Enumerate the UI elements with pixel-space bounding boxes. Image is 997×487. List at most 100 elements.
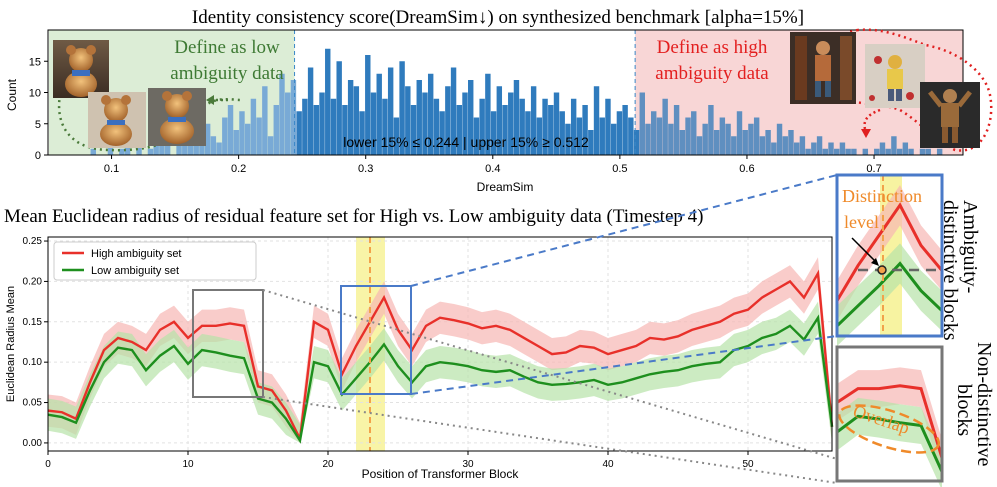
histogram-bar [519,98,525,155]
histogram-bar [839,142,846,155]
histogram-bar [382,98,388,155]
histogram-bar [468,80,474,155]
histogram-bar [508,92,514,155]
histogram-bar [731,136,737,155]
svg-text:blocks: blocks [953,384,975,436]
histogram-bar [793,142,800,155]
histogram-bar [874,148,880,155]
y-tick-label: 0.05 [23,398,43,409]
histogram-bar [616,111,623,155]
histogram-bar [450,67,457,155]
histogram-bar [610,123,617,155]
svg-text:ambiguity data: ambiguity data [655,63,769,84]
histogram-bar [393,117,400,155]
histogram-bar [788,130,794,155]
histogram-bar [90,148,96,155]
histogram-bar [353,86,360,155]
histogram-bar [462,92,468,155]
histogram-bar [376,73,382,155]
histogram-bar [530,86,537,155]
histogram-bar [582,105,588,155]
line-chart-x-label: Position of Transformer Block [362,467,520,481]
histogram-bar [548,105,554,155]
histogram-bar [210,136,217,155]
teddy-bear-image-2 [88,92,146,148]
histogram-bar [822,148,828,155]
histogram-bar [599,117,605,155]
histogram-bar [542,98,548,155]
y-tick-label: 0 [35,150,41,162]
line-chart-title: Mean Euclidean radius of residual featur… [4,206,703,227]
histogram-bar [256,117,262,155]
histogram-bar [845,148,851,155]
histogram-bar [902,142,909,155]
histogram-bar [233,130,239,155]
side-label-distinctive: Ambiguity- distinctive blocks [939,200,981,341]
histogram-bar [896,148,903,155]
line-chart-axes: 0 10 20 30 40 50 0.00 0.05 0.10 0.15 0.20 0.25 [23,236,754,470]
figurine-image-2 [865,44,925,108]
histogram-bar [656,117,663,155]
histogram-bar [753,117,760,155]
histogram-bar [725,123,731,155]
histogram-bar [816,136,823,155]
legend-low-label: Low ambiguity set [91,265,179,277]
histogram-bar [262,86,268,155]
histogram-bar [147,148,154,155]
histogram-bar [136,142,142,155]
histogram-bar [536,117,543,155]
inset-line [835,202,944,302]
histogram-bar [799,136,806,155]
histogram-bar [302,98,308,155]
histogram-bar [325,48,331,155]
svg-text:ambiguity data: ambiguity data [170,63,284,84]
histogram-bar [244,123,251,155]
svg-text:Non-distinctive: Non-distinctive [973,342,995,467]
non-distinctive-inset: Overlap [835,345,944,487]
histogram-bar [445,86,451,155]
distinction-point [877,265,887,275]
histogram-bar [633,130,640,155]
histogram-bar [370,92,377,155]
threshold-annotation: lower 15% ≤ 0.244 | upper 15% ≥ 0.512 [343,134,589,150]
histogram-bar [433,98,440,155]
histogram-bar [742,130,748,155]
svg-text:Define as high: Define as high [657,37,768,58]
histogram-bar [307,67,314,155]
histogram-bar [285,92,291,155]
legend-high-label: High ambiguity set [91,248,182,260]
histogram-bar [347,80,354,155]
series-line [47,314,834,444]
histogram-bar [336,61,342,155]
x-tick-label: 0.3 [358,163,373,175]
histogram-bar [834,148,840,155]
svg-text:level: level [844,212,879,232]
histogram-bar [811,142,817,155]
x-tick-label: 0.6 [739,163,754,175]
histogram-bar [422,92,428,155]
histogram-bar [628,117,634,155]
histogram-bar [651,111,657,155]
histogram-bar [250,98,257,155]
histogram-bar [553,92,560,155]
inset-line [835,261,944,328]
histogram-bar [925,148,931,155]
histogram-bar [313,105,320,155]
histogram-bar [159,142,165,155]
histogram-bar [359,111,365,155]
line-chart-y-label: Euclidean Radius Mean [5,286,17,402]
histogram-bar [708,105,714,155]
histogram-bar [405,86,411,155]
histogram-title: Identity consistency score(DreamSim↓) on… [192,7,804,28]
high-ambiguity-example-images [790,28,993,152]
histogram-bar [456,105,462,155]
line-chart-bands [48,257,832,443]
side-label-non-distinctive: Non-distinctive blocks [953,342,995,467]
distinction-label: Distinction [842,186,922,206]
line-plot-frame [47,236,833,452]
histogram-bar [399,61,405,155]
low-ambiguity-label: Define as low ambiguity data [170,37,284,84]
histogram-bar [588,130,594,155]
histogram-bar [936,148,943,155]
histogram-bar [182,142,188,155]
